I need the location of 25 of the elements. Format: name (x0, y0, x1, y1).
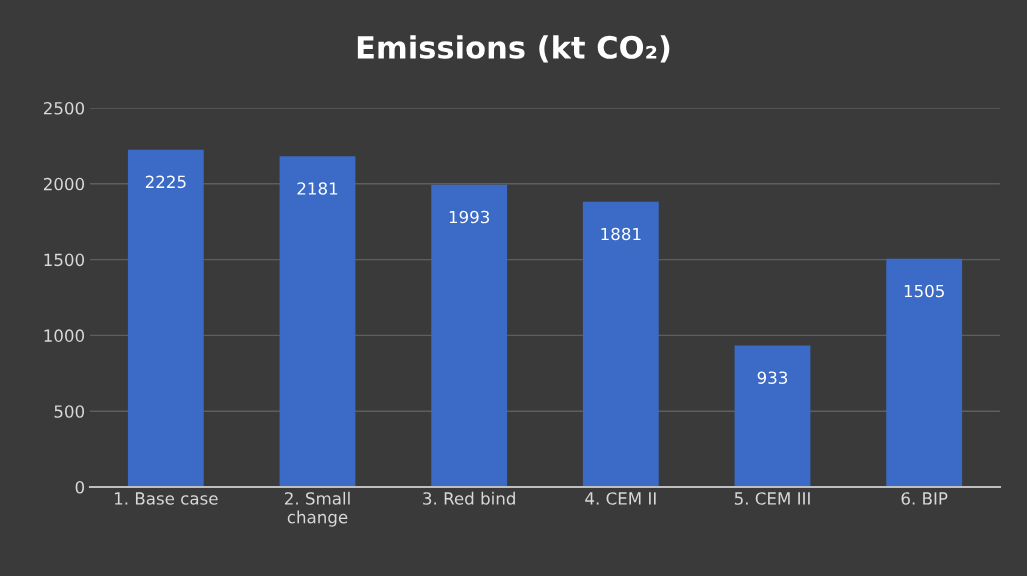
data-label: 2225 (145, 175, 186, 189)
y-tick-label: 2000 (43, 177, 85, 191)
bar (886, 258, 963, 487)
y-tick-label: 0 (75, 480, 85, 494)
bar (279, 156, 356, 487)
bar (582, 201, 659, 487)
data-label: 933 (757, 371, 788, 384)
x-tick-label: 2. Small change (284, 491, 350, 527)
x-tick-label: 4. CEM II (585, 492, 656, 505)
data-label: 2181 (297, 182, 338, 195)
chart-title: Emissions (kt CO₂) (357, 35, 670, 63)
y-tick-label: 1500 (44, 253, 85, 267)
bar (127, 149, 204, 487)
y-tick-label: 2500 (43, 101, 85, 115)
y-tick-label: 1000 (44, 329, 85, 342)
x-tick-label: 3. Red bind (423, 491, 515, 505)
x-tick-label: 1. Base case (114, 492, 218, 505)
data-label: 1881 (601, 227, 641, 241)
data-label: 1505 (904, 284, 944, 298)
x-tick-label: 5. CEM III (734, 492, 810, 505)
bar (734, 345, 811, 487)
bar (431, 184, 508, 487)
x-tick-label: 6. BIP (901, 492, 948, 505)
y-tick-label: 500 (54, 405, 85, 418)
data-label: 1993 (449, 210, 490, 224)
